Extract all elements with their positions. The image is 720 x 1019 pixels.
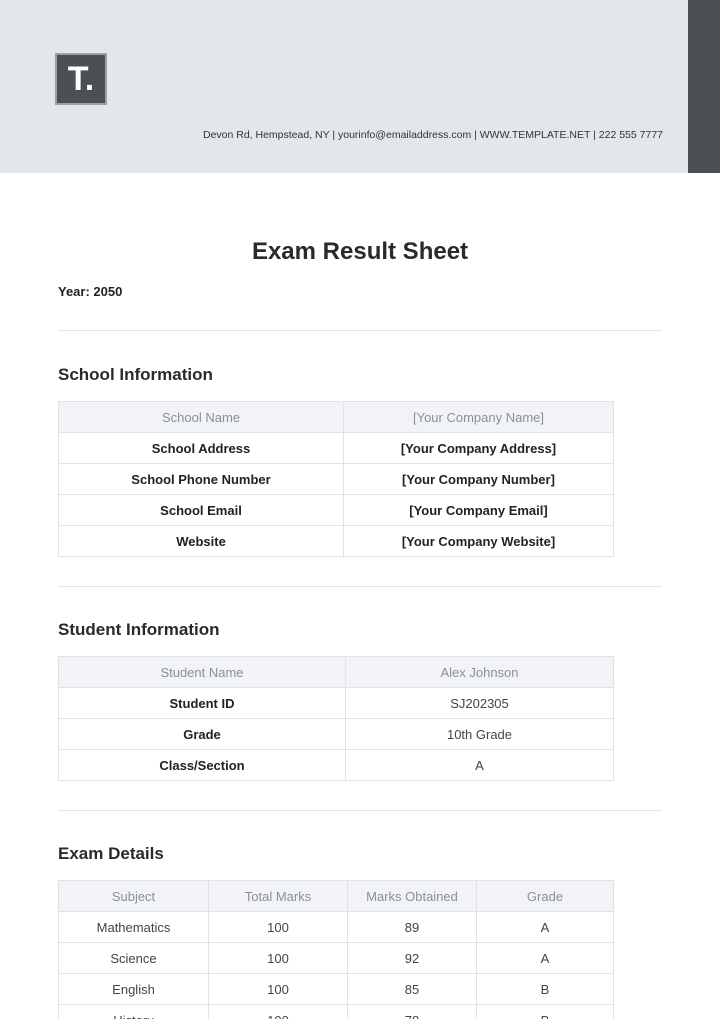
table-cell: 85 (347, 973, 477, 1005)
table-cell: 100 (208, 973, 348, 1005)
table-cell: SJ202305 (345, 687, 614, 719)
table-cell: 100 (208, 1004, 348, 1019)
table-header-cell: Subject (58, 880, 209, 912)
letterhead: T. Devon Rd, Hempstead, NY | yourinfo@em… (0, 0, 720, 173)
table-cell: Student ID (58, 687, 346, 719)
header-accent-bar (688, 0, 720, 173)
school-info-table: School Name [Your Company Name] School Ad… (58, 401, 614, 557)
student-info-table: Student Name Alex Johnson Student ID SJ202… (58, 656, 614, 781)
table-header-cell: Alex Johnson (345, 656, 614, 688)
table-row: Student ID SJ202305 (58, 687, 614, 719)
exam-details-heading: Exam Details (58, 844, 164, 863)
table-cell: [Your Company Email] (343, 494, 614, 526)
table-cell: Science (58, 942, 209, 974)
table-row: School Email [Your Company Email] (58, 494, 614, 526)
table-cell: B (476, 1004, 614, 1019)
table-header-cell: [Your Company Name] (343, 401, 614, 433)
table-row: School Name [Your Company Name] (58, 401, 614, 433)
divider (58, 810, 662, 811)
logo-text: T. (67, 59, 95, 98)
table-cell: 10th Grade (345, 718, 614, 750)
table-cell: Grade (58, 718, 346, 750)
table-cell: 89 (347, 911, 477, 943)
table-cell: 100 (208, 942, 348, 974)
table-row: History10078B (58, 1004, 614, 1019)
table-cell: School Email (58, 494, 344, 526)
table-cell: Mathematics (58, 911, 209, 943)
table-row: School Address [Your Company Address] (58, 432, 614, 464)
table-row: English 100 85 B (58, 973, 614, 1005)
table-row: Grade 10th Grade (58, 718, 614, 750)
table-header-cell: Student Name (58, 656, 346, 688)
table-cell: School Address (58, 432, 344, 464)
table-header-cell: Grade (476, 880, 614, 912)
table-cell: [Your Company Number] (343, 463, 614, 495)
divider (58, 586, 662, 587)
exam-details-table: Subject Total Marks Marks Obtained Grade Ma… (58, 880, 614, 1019)
table-row: School Phone Number [Your Company Number] (58, 463, 614, 495)
table-cell: A (345, 749, 614, 781)
company-logo: T. (55, 53, 107, 105)
divider (58, 330, 662, 331)
year-label: Year: 2050 (58, 284, 123, 299)
table-header-cell: School Name (58, 401, 344, 433)
page-title: Exam Result Sheet (251, 238, 469, 265)
table-row: Mathematics 100 89 A (58, 911, 614, 943)
table-cell: 100 (208, 911, 348, 943)
table-cell: A (476, 911, 614, 943)
table-cell: Website (58, 525, 344, 557)
table-row: Class/Section A (58, 749, 614, 781)
table-cell: History (58, 1004, 209, 1019)
table-cell: [Your Company Address] (343, 432, 614, 464)
table-cell: [Your Company Website] (343, 525, 614, 557)
table-cell: Class/Section (58, 749, 346, 781)
table-row: Website [Your Company Website] (58, 525, 614, 557)
school-info-heading: School Information (58, 365, 213, 384)
table-row: Subject Total Marks Marks Obtained Grade (58, 880, 614, 912)
table-cell: English (58, 973, 209, 1005)
student-info-heading: Student Information (58, 620, 220, 639)
table-row: Science 100 92 A (58, 942, 614, 974)
table-header-cell: Marks Obtained (347, 880, 477, 912)
contact-info: Devon Rd, Hempstead, NY | yourinfo@email… (202, 129, 663, 141)
table-row: Student Name Alex Johnson (58, 656, 614, 688)
table-cell: 92 (347, 942, 477, 974)
table-cell: A (476, 942, 614, 974)
table-header-cell: Total Marks (208, 880, 348, 912)
table-cell: B (476, 973, 614, 1005)
table-cell: School Phone Number (58, 463, 344, 495)
table-cell: 78 (347, 1004, 477, 1019)
